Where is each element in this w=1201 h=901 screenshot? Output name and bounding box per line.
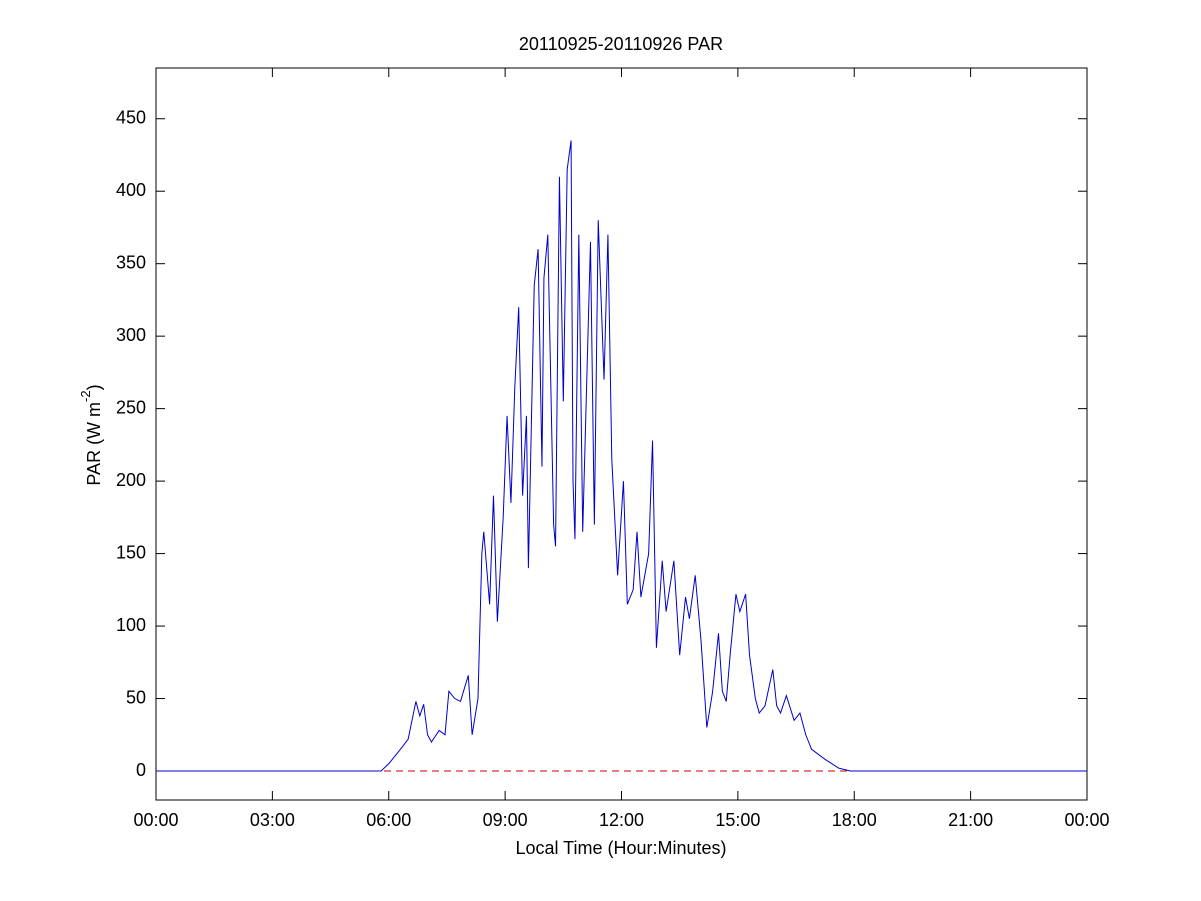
x-tick-label: 06:00	[366, 810, 411, 830]
x-tick-label: 18:00	[832, 810, 877, 830]
x-tick-label: 00:00	[133, 810, 178, 830]
y-tick-label: 100	[116, 615, 146, 635]
y-tick-label: 350	[116, 252, 146, 272]
chart-title: 20110925-20110926 PAR	[519, 34, 723, 54]
y-tick-label: 400	[116, 180, 146, 200]
y-tick-label: 300	[116, 325, 146, 345]
x-axis-label: Local Time (Hour:Minutes)	[515, 838, 726, 858]
x-tick-label: 00:00	[1064, 810, 1109, 830]
y-tick-label: 250	[116, 397, 146, 417]
y-axis-label-superscript: -2	[78, 390, 93, 402]
y-axis-label: PAR (W m-2)	[78, 384, 103, 485]
y-tick-label: 450	[116, 107, 146, 127]
y-tick-label: 150	[116, 542, 146, 562]
y-tick-label: 200	[116, 470, 146, 490]
x-tick-label: 03:00	[250, 810, 295, 830]
data-line	[156, 140, 1087, 772]
y-axis-label-suffix: )	[84, 384, 104, 390]
x-tick-label: 21:00	[948, 810, 993, 830]
x-tick-label: 09:00	[483, 810, 528, 830]
y-axis-label-text: PAR (W m	[84, 402, 104, 486]
y-tick-label: 0	[136, 760, 146, 780]
y-tick-label: 50	[126, 687, 146, 707]
x-tick-label: 15:00	[715, 810, 760, 830]
x-tick-label: 12:00	[599, 810, 644, 830]
